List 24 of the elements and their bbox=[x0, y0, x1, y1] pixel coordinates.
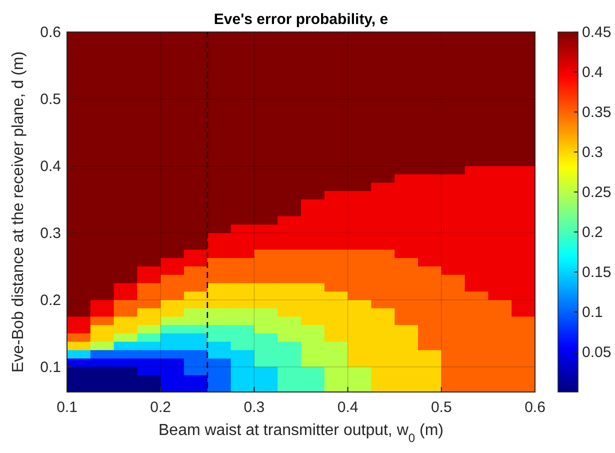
chart-title: Eve's error probability, e bbox=[214, 11, 388, 28]
color-bar-label: 0.05 bbox=[582, 344, 612, 361]
x-tick-label: 0.3 bbox=[244, 399, 265, 416]
y-tick-label: 0.4 bbox=[40, 158, 61, 175]
color-bar-label: 0.4 bbox=[582, 64, 603, 81]
x-tick-label: 0.4 bbox=[337, 399, 358, 416]
color-bar-label: 0.3 bbox=[582, 144, 603, 161]
color-bar-label: 0.25 bbox=[582, 184, 612, 201]
color-bar-label: 0.35 bbox=[582, 104, 612, 121]
x-tick-label: 0.2 bbox=[150, 399, 172, 416]
y-tick-label: 0.5 bbox=[40, 90, 61, 108]
y-tick-label: 0.3 bbox=[40, 224, 61, 242]
x-axis-title: Beam waist at transmitter output, w$_{0}$ (m) bbox=[158, 422, 444, 445]
color-bar-label: 0.2 bbox=[582, 224, 603, 241]
y-tick-label: 0.1 bbox=[40, 358, 61, 376]
x-tick-label: 0.1 bbox=[56, 399, 78, 416]
y-axis-title: Eve-Bob distance at the receiver plane, d (m) bbox=[10, 51, 27, 373]
x-tick-label: 0.5 bbox=[430, 399, 452, 416]
y-tick-label: 0.6 bbox=[40, 24, 61, 41]
color-bar-label: 0.45 bbox=[582, 24, 612, 41]
x-tick-label: 0.6 bbox=[524, 399, 546, 416]
y-tick-label: 0.2 bbox=[40, 292, 61, 309]
color-bar-label: 0.1 bbox=[582, 304, 603, 321]
color-bar-label: 0.15 bbox=[582, 264, 612, 281]
